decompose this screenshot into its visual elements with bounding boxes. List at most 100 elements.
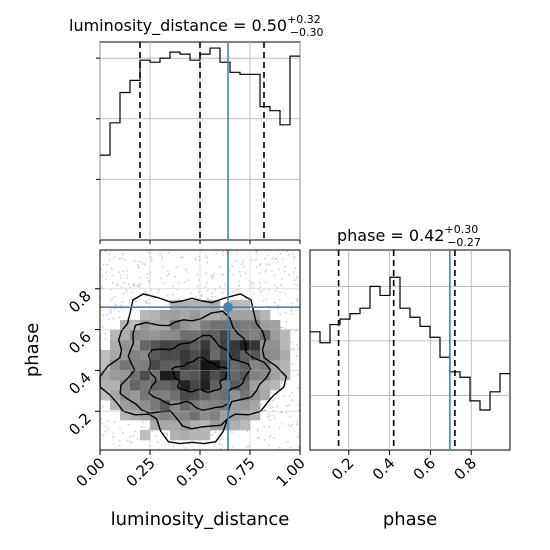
sample-point [247, 445, 250, 448]
density-cell [230, 370, 241, 381]
sample-point [292, 271, 295, 274]
sample-point [281, 423, 284, 425]
density-cell [180, 400, 191, 411]
sample-point [251, 286, 254, 289]
sample-point [100, 418, 103, 420]
sample-point [259, 263, 261, 265]
y-axis-label-phase: phase [22, 323, 43, 377]
density-cell [250, 410, 261, 421]
density-cell [180, 410, 191, 421]
density-cell [270, 380, 281, 391]
sample-point [190, 292, 193, 295]
density-cell [130, 400, 141, 411]
density-cell [160, 350, 171, 361]
density-cell [240, 330, 251, 341]
density-cell [160, 390, 171, 401]
sample-point [268, 425, 270, 428]
sample-point [133, 284, 135, 286]
sample-point [181, 256, 184, 259]
sample-point [113, 256, 116, 259]
sample-point [290, 313, 293, 315]
sample-point [122, 431, 124, 434]
density-cell [230, 350, 241, 361]
sample-point [236, 252, 238, 255]
sample-point [281, 380, 284, 383]
sample-point [290, 309, 293, 312]
density-cell [160, 370, 171, 381]
sample-point [104, 430, 107, 433]
density-cell [230, 330, 241, 341]
sample-point [138, 286, 141, 289]
sample-point [244, 272, 247, 275]
sample-point [289, 415, 292, 418]
sample-point [267, 413, 270, 415]
sample-point [146, 277, 149, 279]
density-cell [160, 380, 171, 391]
density-cell [120, 360, 131, 371]
sample-point [270, 391, 273, 394]
sample-point [207, 298, 210, 300]
sample-point [218, 439, 221, 441]
sample-point [281, 258, 284, 260]
density-cell [240, 370, 251, 381]
density-cell [170, 390, 181, 401]
density-cell [220, 320, 231, 331]
density-cell [260, 390, 271, 401]
hist-grid [99, 42, 301, 240]
sample-point [114, 307, 116, 310]
density-cell [220, 370, 231, 381]
sample-point [111, 274, 114, 277]
density-cell [120, 380, 131, 391]
density-cell [280, 330, 291, 341]
sample-point [128, 301, 131, 304]
sample-point [166, 294, 169, 297]
x-tick-label: 0.00 [72, 454, 108, 490]
density-cell [100, 390, 111, 401]
sample-point [112, 436, 115, 438]
sample-point [224, 283, 227, 286]
density-cell [110, 330, 121, 341]
sample-point [296, 329, 298, 332]
sample-point [141, 261, 143, 264]
density-cell [160, 400, 171, 411]
density-cell [110, 390, 121, 401]
sample-point [111, 267, 113, 270]
density-cell [170, 430, 181, 441]
hist-grid [310, 250, 510, 450]
sample-point [108, 253, 110, 256]
sample-point [118, 445, 121, 447]
sample-point [221, 291, 224, 294]
sample-point [205, 272, 208, 275]
sample-point [167, 303, 170, 306]
density-cell [250, 340, 261, 351]
sample-point [235, 289, 237, 292]
sample-point [144, 301, 147, 303]
density-cell [170, 330, 181, 341]
x-tick-label: 0.50 [172, 454, 208, 490]
sample-point [231, 265, 234, 268]
x-axis-label-luminosity-distance: luminosity_distance [111, 509, 290, 530]
sample-point [113, 296, 116, 298]
density-cell [180, 370, 191, 381]
sample-point [213, 445, 216, 448]
sample-point [288, 274, 291, 276]
sample-point [102, 314, 105, 317]
density-cell [220, 330, 231, 341]
sample-point [125, 274, 128, 276]
sample-point [295, 423, 298, 426]
sample-point [290, 399, 293, 402]
density-cell [190, 310, 201, 321]
sample-point [124, 258, 126, 261]
sample-point [198, 290, 200, 293]
density-cell [120, 320, 131, 331]
sample-point [214, 289, 217, 291]
x-ticks: 0.00 0.25 0.50 0.75 1.00 [72, 450, 309, 490]
density-cell [170, 320, 181, 331]
sample-point [221, 273, 224, 276]
sample-point [105, 425, 107, 428]
density-cell [270, 340, 281, 351]
sample-point [278, 268, 281, 271]
sample-point [125, 270, 128, 272]
sample-point [287, 424, 290, 427]
